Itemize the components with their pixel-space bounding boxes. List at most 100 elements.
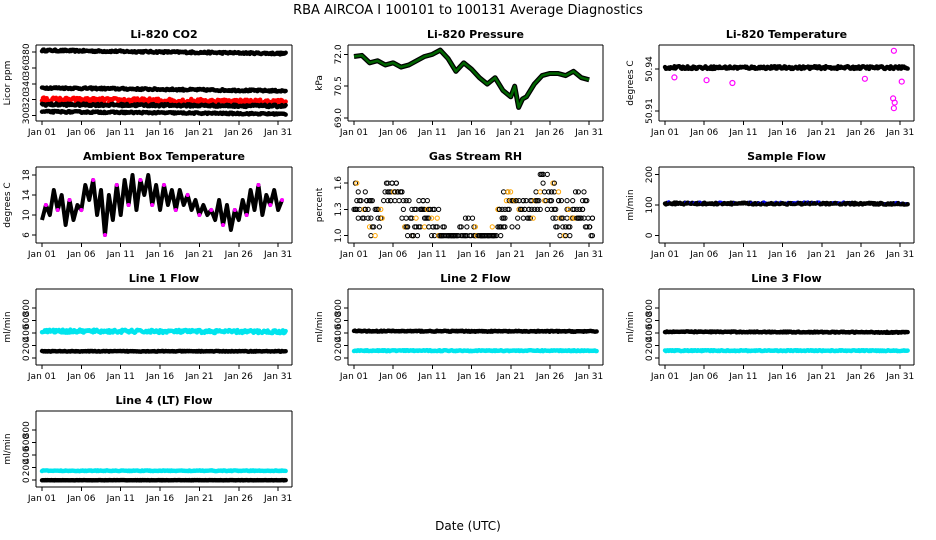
rh-point [540, 180, 546, 186]
rh-point [375, 206, 381, 212]
rh-point [564, 215, 570, 221]
rh-point [400, 198, 406, 204]
rh-point [464, 224, 470, 230]
panel-6: Sample Flow ml/min 0 100 200 Jan 01 Jan 06 Jan … [626, 150, 915, 260]
y-tick-label: 69.0 [334, 108, 344, 128]
accent-point [150, 203, 155, 207]
accent-point [114, 183, 119, 187]
y-tick-label: 800 [22, 299, 32, 316]
y-tick-label: 200 [22, 337, 32, 354]
data-layer [39, 468, 288, 483]
y-tick-label: 14 [22, 189, 32, 201]
y-tick-label: 300 [22, 107, 32, 124]
rh-point [527, 215, 533, 221]
x-tick-label: Jan 06 [689, 372, 718, 382]
rh-point [381, 198, 387, 204]
series-baseline [39, 348, 288, 354]
x-tick-label: Jan 21 [184, 128, 213, 138]
y-tick-label: 18 [22, 169, 32, 181]
series-band-4 [39, 101, 288, 110]
data-point [283, 328, 288, 334]
rh-point [413, 215, 419, 221]
x-tick-label: Jan 01 [27, 128, 56, 138]
rh-point [579, 206, 586, 212]
x-tick-label: Jan 31 [263, 250, 292, 260]
x-tick-label: Jan 16 [145, 128, 174, 138]
rh-point [515, 215, 521, 221]
rh-point [537, 206, 543, 212]
series-line-4-flow [39, 468, 288, 474]
x-tick-label: Jan 06 [66, 372, 95, 382]
x-tick-label: Jan 31 [263, 494, 292, 504]
rh-point [403, 215, 409, 221]
rh-point [571, 206, 577, 212]
data-layer [40, 173, 285, 237]
series-line-2-flow [351, 328, 599, 335]
rh-point [414, 233, 421, 239]
y-tick-label: 1.3 [334, 202, 344, 216]
data-point [283, 468, 288, 474]
data-point [905, 348, 910, 353]
x-tick-label: Jan 01 [27, 494, 56, 504]
x-tick-label: Jan 06 [378, 372, 407, 382]
rh-point [585, 215, 591, 221]
x-tick-label: Jan 26 [224, 494, 253, 504]
rh-point [385, 198, 391, 204]
panel-2: Li-820 Pressure kPa 69.0 70.5 72.0 Jan 01 Jan … [315, 28, 604, 138]
rh-point [537, 189, 543, 195]
rh-point [421, 224, 428, 230]
series-line-3-flow [662, 329, 910, 336]
panel-3: Li-820 Temperature degrees C 50.91 50.94 Jan… [626, 28, 915, 138]
data-point [283, 112, 288, 117]
rh-point [558, 198, 565, 204]
rh-point [584, 224, 590, 230]
series-line-outline [353, 47, 590, 110]
panel-title: Gas Stream RH [429, 150, 522, 163]
series-band-2 [39, 85, 288, 94]
x-tick-label: Jan 31 [885, 128, 914, 138]
rh-point [574, 206, 580, 212]
rh-point [533, 189, 539, 195]
rh-point [555, 189, 562, 195]
x-tick-label: Jan 16 [767, 372, 796, 382]
x-tick-label: Jan 11 [417, 250, 446, 260]
y-axis-label: degrees C [626, 60, 636, 105]
accent-point [209, 208, 214, 212]
x-tick-label: Jan 01 [339, 372, 368, 382]
rh-point [357, 206, 363, 212]
x-tick-label: Jan 01 [650, 128, 679, 138]
y-tick-label: 0 [645, 355, 655, 361]
rh-point [399, 189, 405, 195]
rh-point [405, 224, 411, 230]
accent-point [55, 208, 60, 212]
x-tick-label: Jan 16 [456, 372, 485, 382]
rh-point [500, 189, 507, 195]
outlier-point [671, 74, 678, 81]
rh-point [548, 198, 555, 204]
y-tick-label: 800 [22, 421, 32, 438]
rh-point [577, 206, 583, 212]
data-layer [351, 328, 599, 354]
rh-point [434, 215, 440, 221]
rh-point [388, 198, 394, 204]
accent-point [67, 198, 72, 202]
rh-point [509, 224, 515, 230]
outlier-point [861, 75, 868, 82]
panel-5: Gas Stream RH percent 1.0 1.3 1.6 Jan 01 Jan 0… [315, 150, 604, 260]
x-tick-label: Jan 01 [650, 250, 679, 260]
series-temperature [662, 64, 910, 72]
y-axis-label: ml/min [3, 433, 13, 464]
rh-point [371, 224, 377, 230]
x-tick-label: Jan 11 [106, 494, 135, 504]
x-tick-label: Jan 06 [689, 128, 718, 138]
y-tick-label: 72.0 [334, 44, 344, 64]
y-tick-label: 10 [22, 209, 32, 221]
data-layer [39, 47, 288, 117]
x-tick-label: Jan 26 [846, 250, 875, 260]
x-tick-label: Jan 16 [456, 128, 485, 138]
y-tick-label: 320 [22, 91, 32, 108]
data-layer [662, 200, 910, 207]
rh-point [550, 215, 556, 221]
